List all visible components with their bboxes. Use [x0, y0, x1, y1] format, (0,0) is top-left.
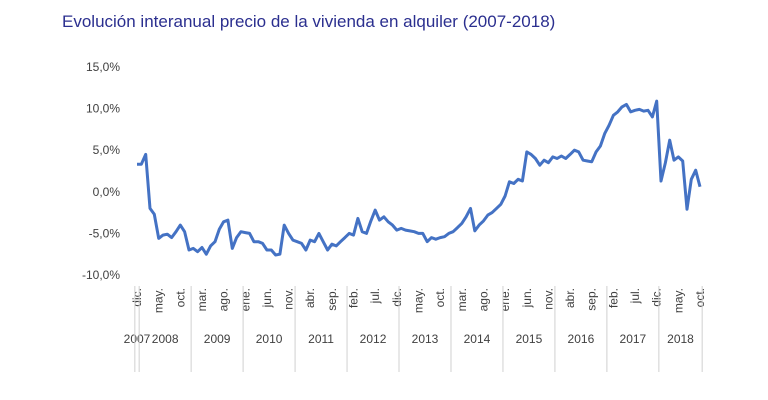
x-tick-label: dic.	[130, 288, 144, 307]
y-tick-label: -5,0%	[89, 226, 121, 240]
y-tick-label: 0,0%	[93, 185, 121, 199]
x-tick-label: sep.	[585, 288, 599, 311]
y-tick-label: 5,0%	[93, 143, 121, 157]
x-tick-label: oct.	[433, 288, 447, 307]
year-label: 2012	[360, 332, 387, 346]
x-tick-label: ene.	[238, 288, 252, 311]
year-label: 2009	[204, 332, 231, 346]
year-label: 2013	[412, 332, 439, 346]
year-label: 2015	[516, 332, 543, 346]
x-tick-label: nov.	[541, 288, 555, 310]
year-label: 2014	[464, 332, 491, 346]
x-tick-label: mar.	[195, 288, 209, 311]
x-tick-label: ene.	[498, 288, 512, 311]
year-label: 2016	[568, 332, 595, 346]
year-label: 2011	[308, 332, 334, 346]
x-tick-label: may.	[671, 288, 685, 313]
year-label: 2018	[667, 332, 694, 346]
year-label: 2017	[620, 332, 647, 346]
x-tick-label: may.	[412, 288, 426, 313]
x-tick-label: dic.	[390, 288, 404, 307]
x-tick-label: dic.	[650, 288, 664, 307]
year-label: 2008	[152, 332, 179, 346]
y-tick-label: -10,0%	[82, 268, 120, 282]
y-tick-label: 15,0%	[86, 60, 120, 74]
data-line	[137, 99, 702, 257]
chart-title: Evolución interanual precio de la vivien…	[62, 12, 555, 31]
x-tick-label: jul.	[628, 288, 642, 304]
x-tick-label: oct.	[173, 288, 187, 307]
year-label: 2010	[256, 332, 283, 346]
year-label: 2007	[124, 332, 151, 346]
x-tick-label: oct.	[693, 288, 707, 307]
x-tick-label: jul.	[368, 288, 382, 304]
x-tick-label: abr.	[563, 288, 577, 308]
x-tick-label: sep.	[325, 288, 339, 311]
x-tick-label: mar.	[455, 288, 469, 311]
x-tick-label: feb.	[347, 288, 361, 308]
x-tick-label: ago.	[476, 288, 490, 311]
x-tick-label: feb.	[606, 288, 620, 308]
x-tick-label: ago.	[217, 288, 231, 311]
x-tick-label: nov.	[282, 288, 296, 310]
y-tick-label: 10,0%	[86, 102, 120, 116]
x-tick-label: jun.	[520, 288, 534, 308]
x-tick-label: may.	[152, 288, 166, 313]
x-tick-label: jun.	[260, 288, 274, 308]
x-tick-label: abr.	[303, 288, 317, 308]
